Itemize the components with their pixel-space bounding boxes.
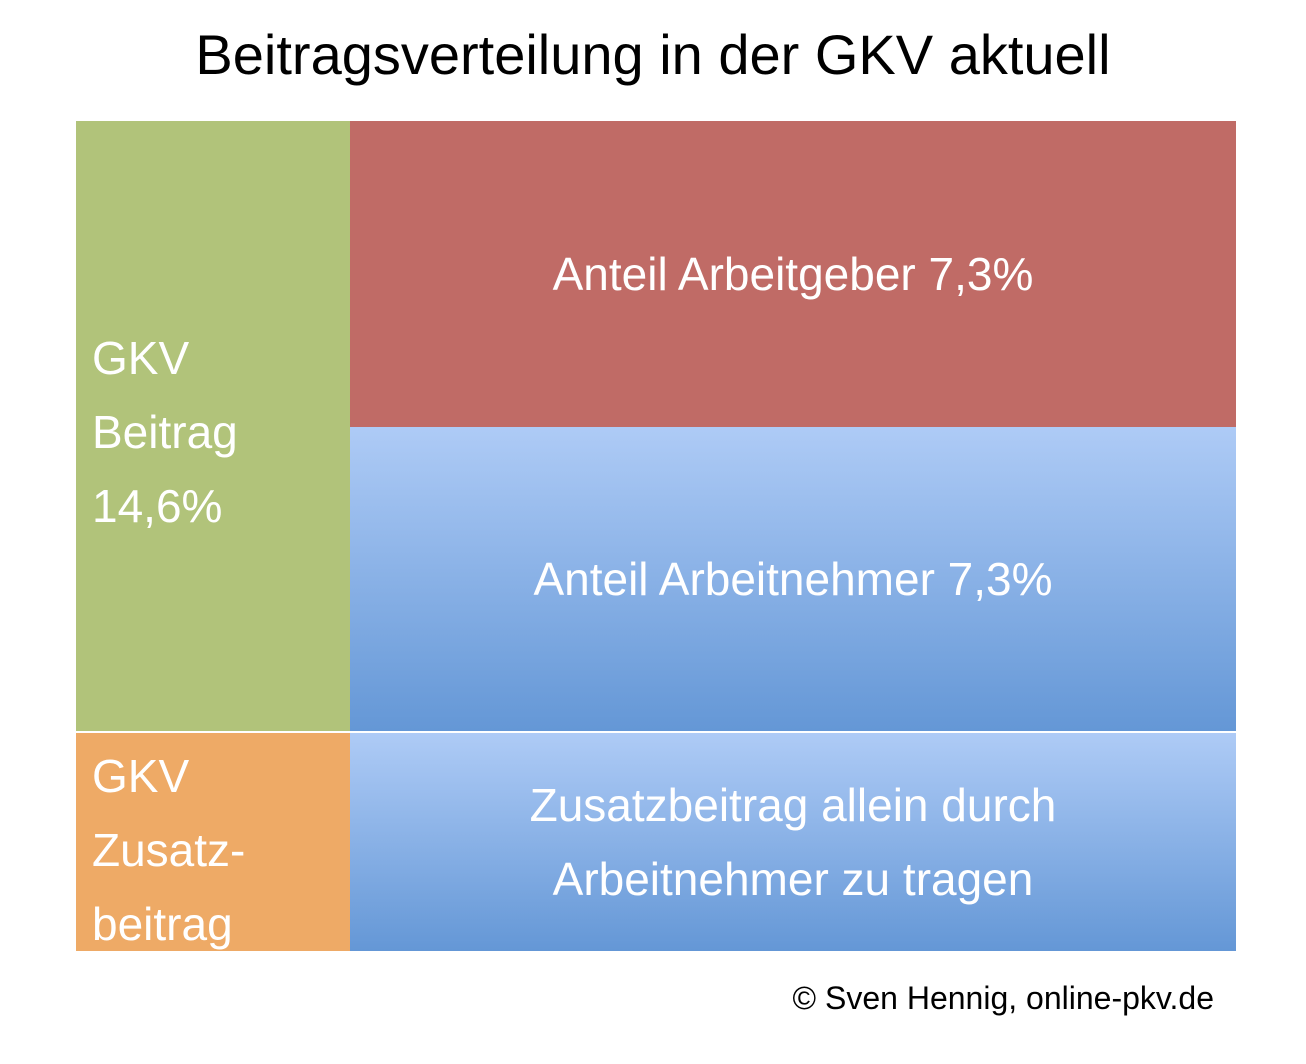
zusatzbeitrag-box: GKV Zusatz-beitrag [76,733,350,951]
box-text: beitrag [92,898,233,950]
arbeitgeber-box: Anteil Arbeitgeber 7,3% [350,121,1236,427]
arbeitnehmer-box: Anteil Arbeitnehmer 7,3% [350,427,1236,731]
credit: © Sven Hennig, online-pkv.de [792,980,1214,1016]
box-text: GKV [92,332,190,384]
title: Beitragsverteilung in der GKV aktuell [195,23,1111,86]
zusatzbeitrag-note-box: Zusatzbeitrag allein durch Arbeitnehmer z… [350,733,1236,951]
box-text: 14,6% [92,480,223,532]
gkv-beitrag-box: GKV Beitrag 14,6% [76,121,350,731]
box-text: Zusatzbeitrag allein durch [529,779,1057,831]
box-text: Zusatz- [92,824,246,876]
box-text: Anteil Arbeitnehmer 7,3% [533,553,1053,605]
box-text: GKV [92,750,190,802]
box-text: Anteil Arbeitgeber 7,3% [552,248,1034,300]
box-text: Arbeitnehmer zu tragen [552,853,1034,905]
box-text: Beitrag [92,406,238,458]
